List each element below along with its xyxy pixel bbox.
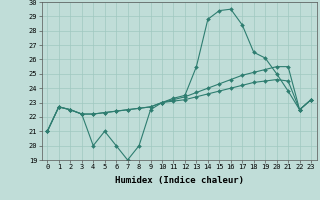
X-axis label: Humidex (Indice chaleur): Humidex (Indice chaleur): [115, 176, 244, 185]
